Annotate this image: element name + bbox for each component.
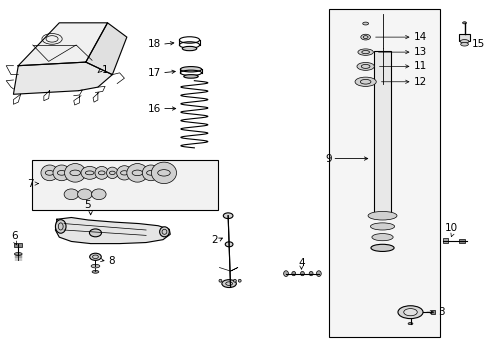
Ellipse shape <box>459 40 468 43</box>
Text: 8: 8 <box>108 256 115 266</box>
Text: 13: 13 <box>413 47 426 57</box>
Ellipse shape <box>238 279 241 282</box>
Ellipse shape <box>308 271 312 276</box>
Ellipse shape <box>126 163 148 182</box>
Ellipse shape <box>182 46 196 51</box>
Polygon shape <box>55 217 170 244</box>
Ellipse shape <box>183 75 198 78</box>
Ellipse shape <box>283 271 288 276</box>
Ellipse shape <box>362 22 368 25</box>
Text: 6: 6 <box>12 231 18 241</box>
Ellipse shape <box>357 49 373 55</box>
Bar <box>32 160 217 210</box>
Ellipse shape <box>223 213 232 219</box>
Polygon shape <box>18 23 107 66</box>
Ellipse shape <box>222 280 236 288</box>
Ellipse shape <box>117 166 132 180</box>
Text: 14: 14 <box>413 32 426 42</box>
Bar <box>458 34 469 41</box>
Text: 1: 1 <box>102 65 108 75</box>
Text: 9: 9 <box>325 154 331 163</box>
Ellipse shape <box>403 309 416 316</box>
Ellipse shape <box>356 63 373 70</box>
Bar <box>329 9 440 337</box>
Ellipse shape <box>89 253 101 260</box>
Ellipse shape <box>316 271 321 276</box>
Ellipse shape <box>233 279 236 282</box>
Polygon shape <box>85 23 126 75</box>
Ellipse shape <box>159 227 169 237</box>
Bar <box>458 239 464 243</box>
Ellipse shape <box>354 77 375 86</box>
Text: 17: 17 <box>147 68 160 78</box>
Ellipse shape <box>81 166 98 179</box>
Ellipse shape <box>64 189 79 200</box>
Ellipse shape <box>91 264 100 268</box>
Text: 7: 7 <box>27 179 34 189</box>
Ellipse shape <box>300 271 304 276</box>
Ellipse shape <box>370 244 393 251</box>
Ellipse shape <box>225 242 232 247</box>
Text: 15: 15 <box>471 39 484 49</box>
Ellipse shape <box>14 252 22 255</box>
Ellipse shape <box>151 162 176 184</box>
Ellipse shape <box>78 189 92 200</box>
Ellipse shape <box>219 279 222 282</box>
Ellipse shape <box>41 165 58 181</box>
Ellipse shape <box>462 22 466 24</box>
Ellipse shape <box>291 271 295 276</box>
Ellipse shape <box>91 189 106 200</box>
Ellipse shape <box>95 166 108 179</box>
Text: 16: 16 <box>147 104 160 113</box>
Ellipse shape <box>397 306 422 319</box>
Ellipse shape <box>64 163 85 182</box>
Bar <box>430 310 434 314</box>
Bar <box>442 238 447 243</box>
Ellipse shape <box>55 220 66 233</box>
Ellipse shape <box>371 234 392 241</box>
Text: 18: 18 <box>147 39 160 49</box>
Ellipse shape <box>142 165 159 181</box>
Ellipse shape <box>106 167 118 179</box>
Text: 10: 10 <box>444 223 457 233</box>
Bar <box>373 51 390 216</box>
Text: 11: 11 <box>413 62 426 71</box>
Ellipse shape <box>367 211 396 220</box>
Bar <box>14 243 22 247</box>
Ellipse shape <box>89 229 102 237</box>
Text: 2: 2 <box>210 235 217 245</box>
Text: 3: 3 <box>437 307 444 317</box>
Text: 4: 4 <box>298 257 304 267</box>
Text: 5: 5 <box>84 201 90 210</box>
Ellipse shape <box>360 34 370 40</box>
Ellipse shape <box>53 165 70 181</box>
Ellipse shape <box>180 67 201 72</box>
Ellipse shape <box>407 323 412 325</box>
Ellipse shape <box>370 223 394 230</box>
Ellipse shape <box>92 270 99 273</box>
Ellipse shape <box>460 42 468 46</box>
Polygon shape <box>14 62 112 94</box>
Text: 12: 12 <box>413 77 426 87</box>
